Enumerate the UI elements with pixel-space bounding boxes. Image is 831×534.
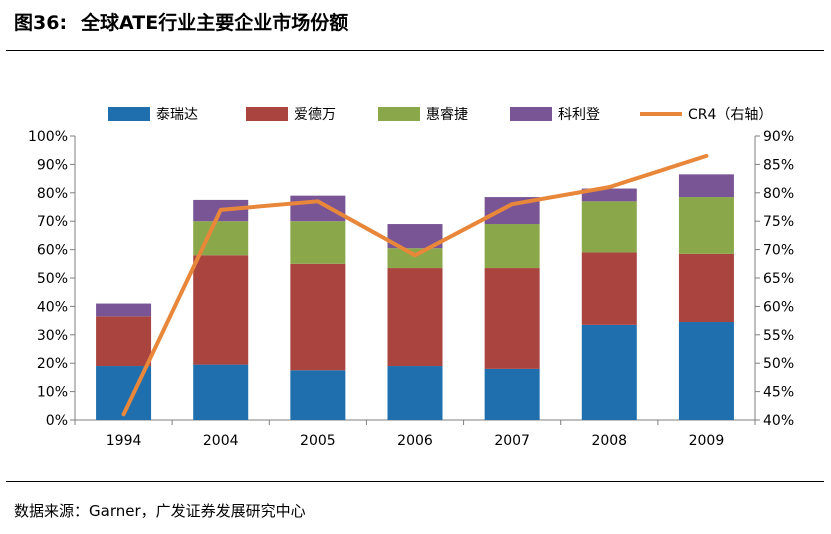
figure-title: 图36: 全球ATE行业主要企业市场份额 <box>14 8 362 35</box>
bar-segment <box>581 324 637 420</box>
source-note: 数据来源：Garner，广发证券发展研究中心 <box>14 502 306 520</box>
bar-segment <box>290 263 346 371</box>
legend-swatch <box>510 107 552 121</box>
top-rule <box>6 50 824 51</box>
bar-segment <box>96 303 152 317</box>
bar-segment <box>484 268 540 369</box>
cr4-point <box>316 199 320 203</box>
figure-number: 图36: <box>14 12 68 34</box>
x-tick-label: 2007 <box>494 433 530 449</box>
x-tick-label: 2004 <box>203 433 239 449</box>
left-tick-label: 30% <box>37 328 68 344</box>
left-tick-label: 80% <box>37 186 68 202</box>
right-tick-label: 90% <box>763 129 794 145</box>
x-tick-label: 2006 <box>397 433 433 449</box>
legend-label: 惠睿捷 <box>426 107 468 123</box>
bar-segment <box>387 366 443 420</box>
bar-segment <box>193 364 249 420</box>
bar-segment <box>290 370 346 420</box>
bar-segment <box>581 188 637 202</box>
bottom-rule <box>6 481 824 482</box>
cr4-point <box>704 154 708 158</box>
legend-label: 泰瑞达 <box>156 107 198 123</box>
right-tick-label: 85% <box>763 157 794 173</box>
legend-label: 爱德万 <box>294 107 336 123</box>
bar-segment <box>193 255 249 365</box>
bar-segment <box>678 197 734 254</box>
bar-segment <box>484 368 540 420</box>
left-tick-label: 10% <box>37 385 68 401</box>
cr4-point <box>510 202 514 206</box>
bar-segment <box>581 252 637 325</box>
legend-swatch <box>378 107 420 121</box>
legend-label: CR4（右轴） <box>688 107 772 123</box>
right-tick-label: 55% <box>763 328 794 344</box>
right-tick-label: 45% <box>763 385 794 401</box>
right-tick-label: 40% <box>763 413 794 429</box>
bar-segment <box>96 316 152 367</box>
cr4-point <box>219 208 223 212</box>
left-tick-label: 90% <box>37 157 68 173</box>
bar-segment <box>678 253 734 323</box>
legend-swatch <box>108 107 150 121</box>
x-tick-label: 2009 <box>689 433 725 449</box>
right-tick-label: 60% <box>763 299 794 315</box>
bar-segment <box>290 221 346 264</box>
right-tick-label: 50% <box>763 356 794 372</box>
cr4-point <box>413 253 417 257</box>
bar-segment <box>581 201 637 253</box>
right-tick-label: 70% <box>763 243 794 259</box>
right-tick-label: 75% <box>763 214 794 230</box>
x-tick-label: 1994 <box>106 433 142 449</box>
right-tick-label: 80% <box>763 186 794 202</box>
bar-segment <box>484 224 540 269</box>
bar-segment <box>387 268 443 367</box>
x-tick-label: 2008 <box>591 433 627 449</box>
cr4-point <box>122 412 126 416</box>
left-tick-label: 70% <box>37 214 68 230</box>
left-tick-label: 100% <box>28 129 68 145</box>
right-tick-label: 65% <box>763 271 794 287</box>
left-tick-label: 50% <box>37 271 68 287</box>
legend-label: 科利登 <box>558 107 600 123</box>
bar-segment <box>387 248 443 269</box>
bar-segment <box>678 174 734 198</box>
x-tick-label: 2005 <box>300 433 336 449</box>
legend-swatch <box>246 107 288 121</box>
figure-title-text: 全球ATE行业主要企业市场份额 <box>81 12 349 34</box>
cr4-point <box>607 185 611 189</box>
left-tick-label: 60% <box>37 243 68 259</box>
left-tick-label: 20% <box>37 356 68 372</box>
left-tick-label: 0% <box>46 413 68 429</box>
left-tick-label: 40% <box>37 299 68 315</box>
bar-segment <box>678 322 734 420</box>
